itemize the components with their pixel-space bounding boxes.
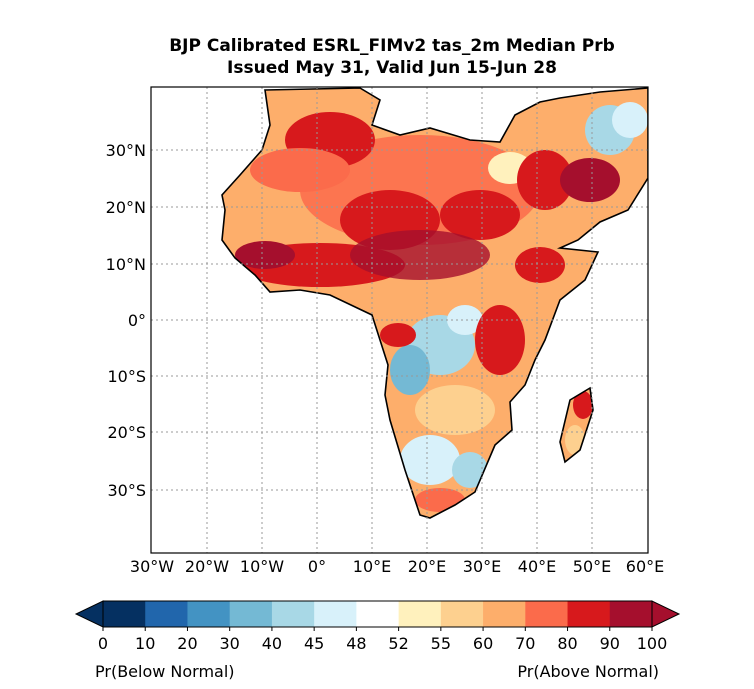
colorbar-swatch	[356, 601, 400, 627]
lon-tick: 10°W	[240, 557, 284, 576]
colorbar-swatch	[609, 601, 653, 627]
lon-tick: 10°E	[353, 557, 391, 576]
colorbar-tick-label: 80	[557, 634, 577, 653]
colorbar-tick-label: 52	[388, 634, 408, 653]
lat-tick: 0°	[128, 311, 146, 330]
colorbar-swatch	[187, 601, 231, 627]
colorbar-tick-label: 70	[515, 634, 535, 653]
lon-tick: 30°E	[463, 557, 501, 576]
colorbar-tick-label: 60	[473, 634, 493, 653]
colorbar-tick-label: 55	[431, 634, 451, 653]
map-frame	[150, 86, 649, 554]
lon-tick: 20°W	[185, 557, 229, 576]
colorbar-swatch	[229, 601, 273, 627]
map-title: BJP Calibrated ESRL_FIMv2 tas_2m Median …	[169, 36, 615, 56]
colorbar-tick-label: 20	[177, 634, 197, 653]
lat-tick: 10°S	[107, 367, 146, 386]
lon-tick: 60°E	[626, 557, 664, 576]
colorbar-tick-label: 0	[98, 634, 108, 653]
colorbar-swatch	[314, 601, 357, 627]
colorbar-swatch	[145, 601, 188, 627]
colorbar-swatch	[398, 601, 442, 627]
colorbar-tick-label: 40	[262, 634, 282, 653]
lat-tick: 20°S	[107, 423, 146, 442]
lat-tick: 10°N	[106, 255, 146, 274]
colorbar-swatch	[483, 601, 526, 627]
colorbar-high-arrow	[651, 600, 681, 628]
colorbar-swatch	[103, 601, 146, 627]
colorbar-tick-label: 45	[304, 634, 324, 653]
colorbar-tick-label: 90	[600, 634, 620, 653]
colorbar-swatch	[271, 601, 315, 627]
lon-tick: 20°E	[408, 557, 446, 576]
lon-tick: 30°W	[130, 557, 174, 576]
lat-tick: 30°S	[107, 481, 146, 500]
colorbar-tick-label: 48	[346, 634, 366, 653]
colorbar-border	[102, 600, 653, 628]
map-subtitle: Issued May 31, Valid Jun 15-Jun 28	[227, 58, 557, 78]
colorbar-swatch	[525, 601, 569, 627]
lon-tick: 0°	[308, 557, 326, 576]
colorbar: 0 10 20 30 40 45 48 52 55 60 70 80 90 100	[74, 600, 681, 653]
colorbar-left-label: Pr(Below Normal)	[95, 662, 235, 681]
colorbar-swatch	[567, 601, 611, 627]
colorbar-swatch	[440, 601, 484, 627]
colorbar-tick-label: 10	[135, 634, 155, 653]
lat-tick: 20°N	[106, 198, 146, 217]
colorbar-low-arrow	[74, 600, 104, 628]
probability-field	[222, 88, 648, 518]
colorbar-tick-label: 30	[220, 634, 240, 653]
lon-tick: 50°E	[573, 557, 611, 576]
lon-tick: 40°E	[518, 557, 556, 576]
colorbar-tick-label: 100	[637, 634, 668, 653]
colorbar-right-label: Pr(Above Normal)	[517, 662, 659, 681]
lat-tick: 30°N	[106, 141, 146, 160]
